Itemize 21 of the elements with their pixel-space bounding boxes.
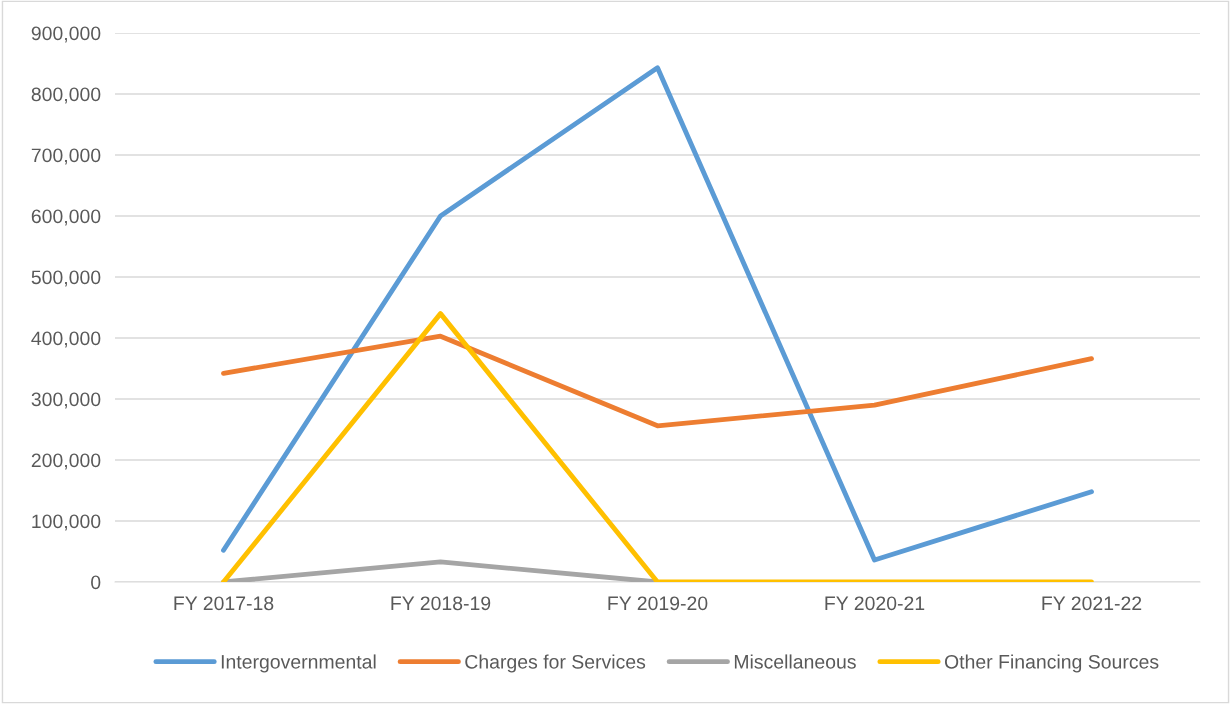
y-tick-label: 600,000 xyxy=(31,209,101,226)
line-series xyxy=(221,333,1094,429)
x-tick-label: FY 2017-18 xyxy=(174,596,274,611)
legend-label: Other Financing Sources xyxy=(944,654,1159,673)
y-tick-label: 200,000 xyxy=(31,453,101,470)
y-tick-label: 900,000 xyxy=(31,26,101,43)
legend-label: Miscellaneous xyxy=(734,654,856,669)
y-tick-label: 100,000 xyxy=(32,514,101,531)
y-tick-label: 800,000 xyxy=(31,87,101,104)
legend-label: Intergovernmental xyxy=(221,654,376,673)
y-tick-label: 400,000 xyxy=(31,331,101,348)
y-tick-label: 500,000 xyxy=(31,270,101,287)
legend-label: Charges for Services xyxy=(465,654,646,673)
line-series xyxy=(221,65,1094,563)
x-tick-label: FY 2020-21 xyxy=(825,596,925,611)
x-tick-label: FY 2021-22 xyxy=(1042,596,1142,611)
y-tick-label: 0 xyxy=(91,575,101,590)
y-tick-label: 700,000 xyxy=(31,148,101,165)
y-tick-label: 300,000 xyxy=(31,392,101,409)
x-tick-label: FY 2018-19 xyxy=(391,596,491,611)
x-tick-label: FY 2019-20 xyxy=(608,596,708,611)
